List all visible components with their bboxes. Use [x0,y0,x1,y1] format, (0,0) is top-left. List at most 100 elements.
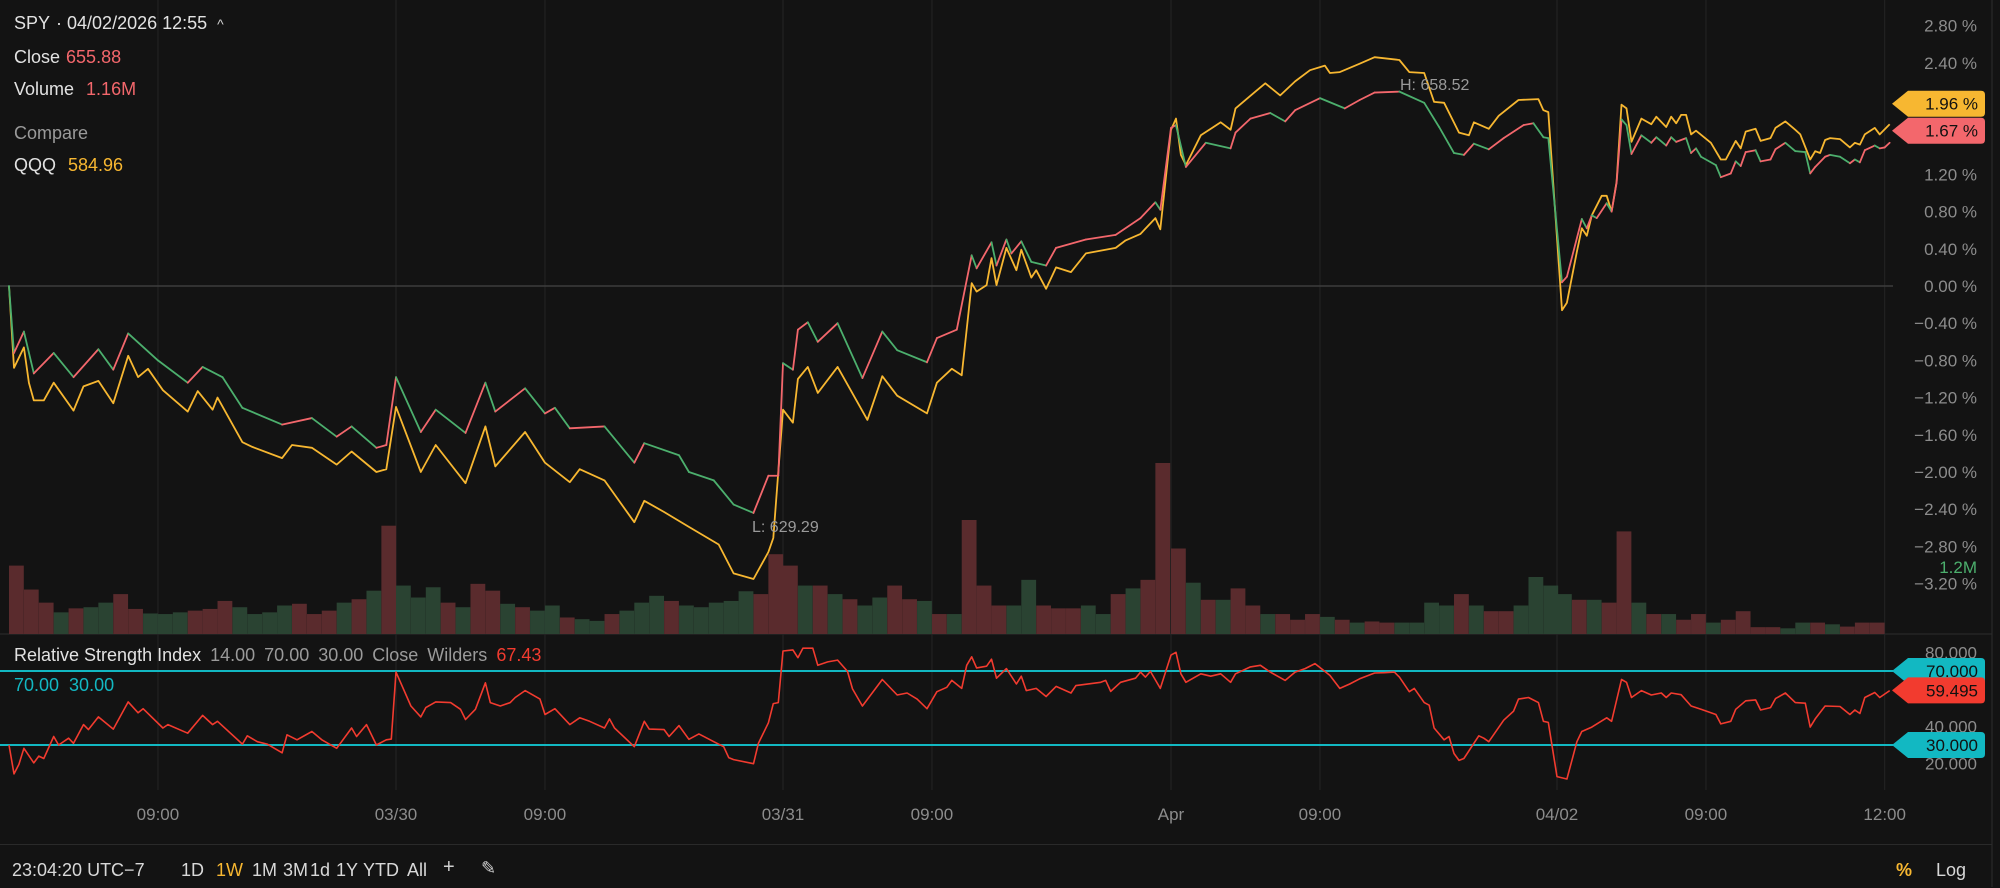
timeframe-1y[interactable]: 1Y [336,860,359,880]
rsi-levels-legend: 70.00 30.00 [14,675,124,696]
volume-bar [1571,599,1587,634]
spy-line-segment [1170,124,1177,129]
spy-line-segment [1139,201,1157,220]
volume-bar [1646,614,1662,634]
spy-line-segment [395,376,422,433]
rsi-value-badge-label: 59.495 [1926,681,1978,700]
timeframe-3m[interactable]: 3M [283,860,309,880]
price-lines [8,56,1891,580]
y-tick-label: 0.40 % [1924,240,1977,259]
spy-line-segment [1700,155,1717,167]
log-scale-button[interactable]: Log [1936,860,1967,880]
timeframe-1w[interactable]: 1W [216,860,243,880]
spy-line-segment [1729,160,1737,175]
volume-bar [604,614,620,634]
spy-line-segment [995,238,1008,267]
volume-bar [1869,622,1885,634]
rsi-legend[interactable]: Relative Strength Index 14.00 70.00 30.00 Cl… [14,645,550,666]
spy-line-segment [1532,122,1545,139]
spy-line-segment [1438,126,1455,154]
qqq-line [8,56,1891,580]
volume-bar [455,607,471,634]
spy-line-segment [52,352,75,379]
spy-line-segment [1829,153,1841,158]
timeframe-1m[interactable]: 1M [252,860,278,880]
rsi-level-upper: 70.00 [14,675,60,695]
spy-line-segment [1620,118,1628,127]
volume-bar [1021,579,1037,634]
volume-axis-label: 1.2M [1939,558,1977,577]
rsi-value-badge [1892,677,1985,704]
pencil-icon[interactable]: ✎ [481,858,497,878]
spy-line-segment [1774,141,1787,151]
spy-line-segment [1650,136,1658,144]
volume-bar [1230,588,1246,634]
percent-scale-button[interactable]: % [1896,860,1913,880]
y-tick-label: −1.60 % [1914,426,1977,445]
y-tick-label: −0.80 % [1914,351,1977,370]
volume-bar [1586,599,1602,634]
spy-line-segment [926,337,938,364]
volume-bar [530,610,545,634]
spy-line-segment [1695,147,1702,158]
volume-bar [1498,611,1514,634]
plus-icon[interactable]: + [443,856,455,878]
spy-line-segment [777,362,784,477]
volume-bar [9,565,24,634]
volume-bar [1260,614,1276,634]
spy-line-segment [1605,202,1613,213]
chevron-up-icon[interactable]: ^ [217,16,224,32]
bottom-toolbar: 23:04:20 UTC−7 1D 1W 1M 3M 1d 1Y YTD All… [0,844,1992,888]
volume-bar [1616,531,1632,634]
spy-line-segment [419,408,437,433]
timeframe-1d[interactable]: 1D [181,860,205,880]
volume-bar [1215,599,1231,634]
spy-line-segment [1670,136,1678,143]
spy-line-segment [1055,238,1087,249]
volume-bar [1155,463,1171,634]
spy-line-segment [1873,144,1881,150]
rsi-upper: 70.00 [264,645,310,665]
volume-bar [1840,626,1855,634]
spy-line-segment [1343,99,1361,110]
spy-line-segment [1640,134,1653,144]
volume-bar [23,589,39,634]
volume-bar [1454,594,1469,634]
rsi-tick-label: 40.000 [1925,718,1977,737]
spy-line-segment [1690,147,1697,154]
volume-bar [1854,622,1870,634]
volume-bar [410,597,426,634]
volume-bar [232,607,248,634]
spy-line-segment [1159,127,1172,211]
spy-line-segment [1590,214,1598,220]
rsi-title: Relative Strength Index [14,645,202,665]
timeframe-1d-interval[interactable]: 1d [310,860,331,880]
rsi-level-badge-label: 70.000 [1926,662,1978,681]
legend-compare[interactable]: QQQ 584.96 [14,155,129,176]
timeframe-all[interactable]: All [407,860,428,880]
timeframe-ytd[interactable]: YTD [363,860,399,880]
spy-line-segment [335,425,353,438]
y-tick-label: −2.40 % [1914,500,1977,519]
spy-line-segment [1547,137,1563,284]
volume-bar [1513,605,1529,634]
spy-line-segment [990,241,998,267]
volume-bar [887,585,903,634]
volume-bar [1439,605,1454,634]
rsi-source: Close [372,645,419,665]
volume-bar [336,602,352,634]
spy-line-segment [1754,149,1762,163]
spy-line-segment [1030,260,1048,267]
volume-bar [544,605,560,634]
spy-line-segment [434,408,467,434]
volume-bar [902,599,917,634]
volume-bars [9,463,1885,634]
volume-bar [53,612,69,634]
volume-bar [1006,605,1022,634]
volume-bar [1765,627,1781,634]
spy-line-segment [936,328,958,339]
spy-line-segment [1463,142,1475,156]
volume-bar [559,617,575,634]
spy-line-segment [955,254,973,331]
